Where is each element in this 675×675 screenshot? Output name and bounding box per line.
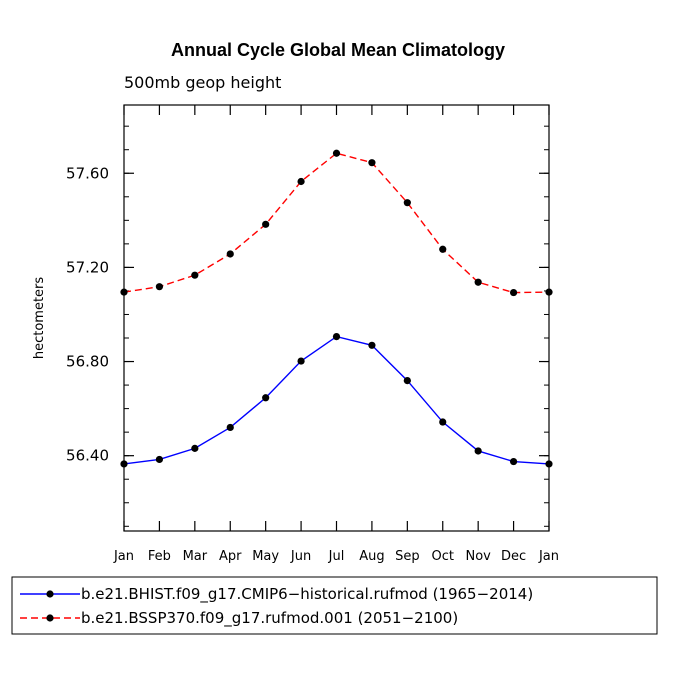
y-tick-label: 56.80 <box>66 353 109 371</box>
series-1-point <box>155 455 164 464</box>
x-tick-label: Mar <box>183 549 208 564</box>
series-1-point <box>474 447 482 455</box>
x-tick-label: Oct <box>432 549 454 564</box>
legend-marker-1 <box>46 590 54 598</box>
axes: Jan Feb Mar Apr May Jun Jul Aug Sep Oct Nov Dec Jan 5… <box>66 104 559 564</box>
series-1-point <box>509 457 518 466</box>
x-tick-label: Aug <box>359 549 384 564</box>
series-layer <box>120 149 553 468</box>
x-tick-label: May <box>252 549 279 564</box>
series-1-point <box>120 460 128 468</box>
legend-label-2: b.e21.BSSP370.f09_g17.rufmod.001 (2051−2… <box>81 609 458 628</box>
y-tick-label: 57.60 <box>66 164 109 182</box>
series-1-point <box>368 341 376 349</box>
series-2-point <box>368 159 376 167</box>
series-1-point <box>332 332 341 341</box>
series-2-point <box>332 149 341 157</box>
x-tick-label: Sep <box>395 549 420 564</box>
series-2-point <box>403 199 411 207</box>
series-1-point <box>545 460 553 468</box>
legend-marker-2 <box>46 614 54 622</box>
series-2-point <box>120 288 128 296</box>
series-1-point <box>439 418 447 426</box>
series-2-point <box>509 288 518 297</box>
series-1-point <box>403 377 411 385</box>
legend: b.e21.BHIST.f09_g17.CMIP6−historical.ruf… <box>11 576 658 635</box>
series-1-point <box>226 423 234 432</box>
x-tick-label: Apr <box>219 549 242 564</box>
series-2-point <box>297 177 305 186</box>
legend-box <box>11 576 658 635</box>
x-tick-label: Dec <box>501 549 526 564</box>
plot-frame <box>123 104 550 532</box>
legend-label-1: b.e21.BHIST.f09_g17.CMIP6−historical.ruf… <box>81 585 533 604</box>
chart-subtitle: 500mb geop height <box>124 73 281 92</box>
series-1-point <box>297 357 305 365</box>
series-1-point <box>191 444 199 452</box>
x-tick-label: Jun <box>290 549 311 564</box>
series-2-point <box>226 250 234 258</box>
series-2-point <box>155 283 164 291</box>
series-2-point <box>474 278 482 286</box>
chart-title: Annual Cycle Global Mean Climatology <box>171 40 505 60</box>
y-tick-label: 57.20 <box>66 258 109 276</box>
series-2-point <box>439 245 447 253</box>
series-2-point <box>262 220 270 228</box>
series-2-point <box>545 288 553 296</box>
x-tick-label: Feb <box>148 549 171 564</box>
series-line-2 <box>123 152 550 294</box>
y-tick-label: 56.40 <box>66 447 109 465</box>
y-axis-label: hectometers <box>32 277 47 360</box>
series-line-1 <box>123 335 550 465</box>
x-tick-label: Jul <box>328 549 345 564</box>
series-1-point <box>262 394 270 402</box>
series-2-point <box>191 271 199 279</box>
x-tick-label: Nov <box>465 549 491 564</box>
x-tick-label: Jan <box>538 549 559 564</box>
x-tick-label: Jan <box>113 549 134 564</box>
